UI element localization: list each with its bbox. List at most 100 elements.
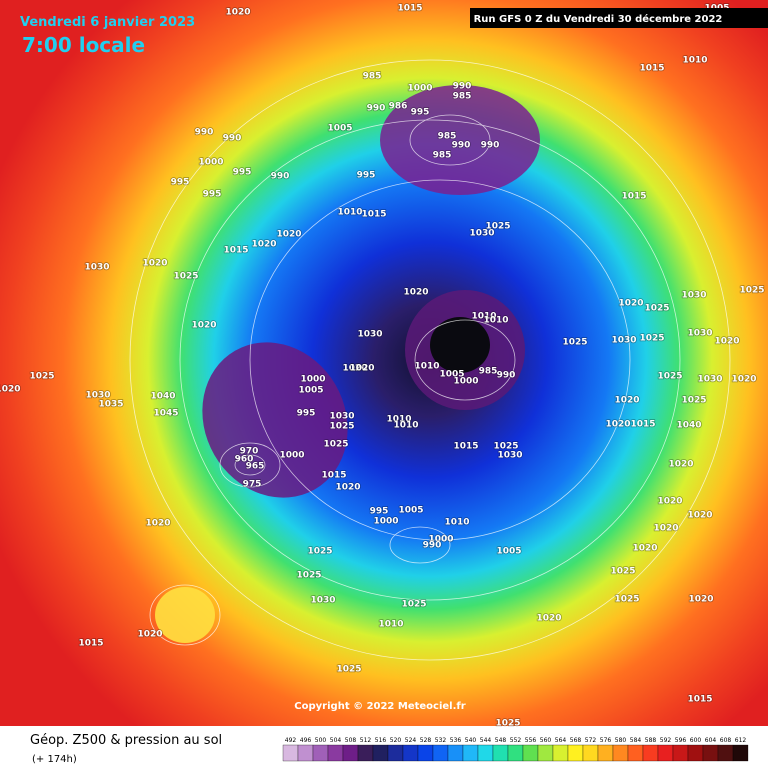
colorbar-swatch — [312, 744, 329, 762]
pressure-label: 995 — [171, 178, 190, 188]
footer-title: Géop. Z500 & pression au sol — [30, 733, 222, 748]
copyright: Copyright © 2022 Meteociel.fr — [294, 701, 465, 712]
pressure-label: 1015 — [397, 4, 422, 14]
colorbar-label: 580 — [615, 737, 627, 744]
colorbar-label: 492 — [285, 737, 297, 744]
pressure-label: 995 — [370, 507, 389, 517]
high-area — [155, 587, 215, 643]
colorbar: 492 496 500 504 508 512 516 520 524 528 532 536 540 5… — [282, 737, 749, 762]
pressure-label: 1030 — [469, 229, 494, 239]
pressure-label: 1015 — [223, 246, 248, 256]
colorbar-label: 560 — [540, 737, 552, 744]
pressure-label: 1025 — [562, 338, 587, 348]
pressure-label: 1020 — [225, 8, 250, 18]
pressure-label: 1025 — [644, 304, 669, 314]
colorbar-swatch — [627, 744, 644, 762]
colorbar-swatch — [417, 744, 434, 762]
pressure-label: 1025 — [296, 571, 321, 581]
pressure-label: 1045 — [153, 409, 178, 419]
colorbar-swatch — [357, 744, 374, 762]
pressure-label: 1000 — [428, 535, 453, 545]
colorbar-swatch — [642, 744, 659, 762]
pressure-label: 990 — [271, 172, 290, 182]
colorbar-label: 608 — [720, 737, 732, 744]
pressure-label: 1030 — [687, 329, 712, 339]
colorbar-swatch — [282, 744, 299, 762]
pressure-label: 1015 — [453, 442, 478, 452]
pressure-label: 995 — [297, 409, 316, 419]
pressure-label: 1030 — [85, 391, 110, 401]
pressure-label: 1030 — [329, 412, 354, 422]
pressure-label: 1020 — [335, 483, 360, 493]
pressure-label: 1020 — [653, 524, 678, 534]
colorbar-swatch — [597, 744, 614, 762]
colorbar-label: 588 — [645, 737, 657, 744]
pressure-label: 1015 — [361, 210, 386, 220]
pressure-label: 1020 — [142, 259, 167, 269]
pressure-label: 990 — [423, 541, 442, 551]
pressure-label: 1005 — [496, 547, 521, 557]
pressure-label: 995 — [203, 190, 222, 200]
colorbar-label: 536 — [450, 737, 462, 744]
pressure-label: 986 — [389, 102, 408, 112]
forecast-time: 7:00 locale — [22, 33, 145, 57]
pressure-label: 1005 — [439, 370, 464, 380]
colorbar-label: 612 — [735, 737, 747, 744]
pressure-label: 1005 — [398, 506, 423, 516]
pressure-label: 1020 — [251, 240, 276, 250]
pressure-label: 1020 — [687, 511, 712, 521]
pressure-label: 1015 — [321, 471, 346, 481]
colorbar-swatch — [447, 744, 464, 762]
colorbar-label: 556 — [525, 737, 537, 744]
colorbar-label: 516 — [375, 737, 387, 744]
colorbar-swatch — [432, 744, 449, 762]
colorbar-label: 576 — [600, 737, 612, 744]
colorbar-swatch — [717, 744, 734, 762]
pressure-label: 1020 — [688, 595, 713, 605]
colorbar-swatch — [657, 744, 674, 762]
colorbar-label: 532 — [435, 737, 447, 744]
pressure-label: 970 — [240, 447, 259, 457]
colorbar-swatch — [702, 744, 719, 762]
colorbar-swatch — [342, 744, 359, 762]
colorbar-swatch — [492, 744, 509, 762]
pressure-label: 1010 — [386, 415, 411, 425]
pressure-label: 990 — [367, 104, 386, 114]
pressure-label: 960 — [235, 455, 254, 465]
pressure-label: 1035 — [98, 400, 123, 410]
pressure-label: 1025 — [681, 396, 706, 406]
pressure-label: 1020 — [276, 230, 301, 240]
colorbar-swatch — [567, 744, 584, 762]
pressure-label: 990 — [195, 128, 214, 138]
pressure-labels: 1020101510051010101598510009909859909869… — [0, 3, 765, 730]
colorbar-swatch — [612, 744, 629, 762]
pressure-label: 990 — [453, 82, 472, 92]
pressure-label: 1025 — [493, 442, 518, 452]
pressure-label: 1020 — [145, 519, 170, 529]
colorbar-swatch — [297, 744, 314, 762]
colorbar-label: 544 — [480, 737, 492, 744]
colorbar-label: 496 — [300, 737, 312, 744]
pressure-label: 995 — [411, 108, 430, 118]
colorbar-swatch — [372, 744, 389, 762]
pressure-label: 995 — [357, 171, 376, 181]
pressure-label: 1015 — [621, 192, 646, 202]
pressure-label: 1020 — [536, 614, 561, 624]
pressure-label: 1030 — [310, 596, 335, 606]
pressure-label: 1010 — [483, 316, 508, 326]
pressure-label: 1020 — [342, 364, 367, 374]
colorbar-swatch — [582, 744, 599, 762]
pressure-label: 1000 — [373, 517, 398, 527]
colorbar-label: 572 — [585, 737, 597, 744]
pressure-label: 1020 — [349, 364, 374, 374]
pressure-label: 1010 — [414, 362, 439, 372]
pressure-label: 965 — [246, 462, 265, 472]
low-area — [380, 85, 540, 195]
pressure-label: 1010 — [337, 208, 362, 218]
pressure-label: 1030 — [697, 375, 722, 385]
colorbar-swatch — [522, 744, 539, 762]
pressure-label: 985 — [433, 151, 452, 161]
pressure-label: 1020 — [632, 544, 657, 554]
pressure-label: 1015 — [639, 64, 664, 74]
